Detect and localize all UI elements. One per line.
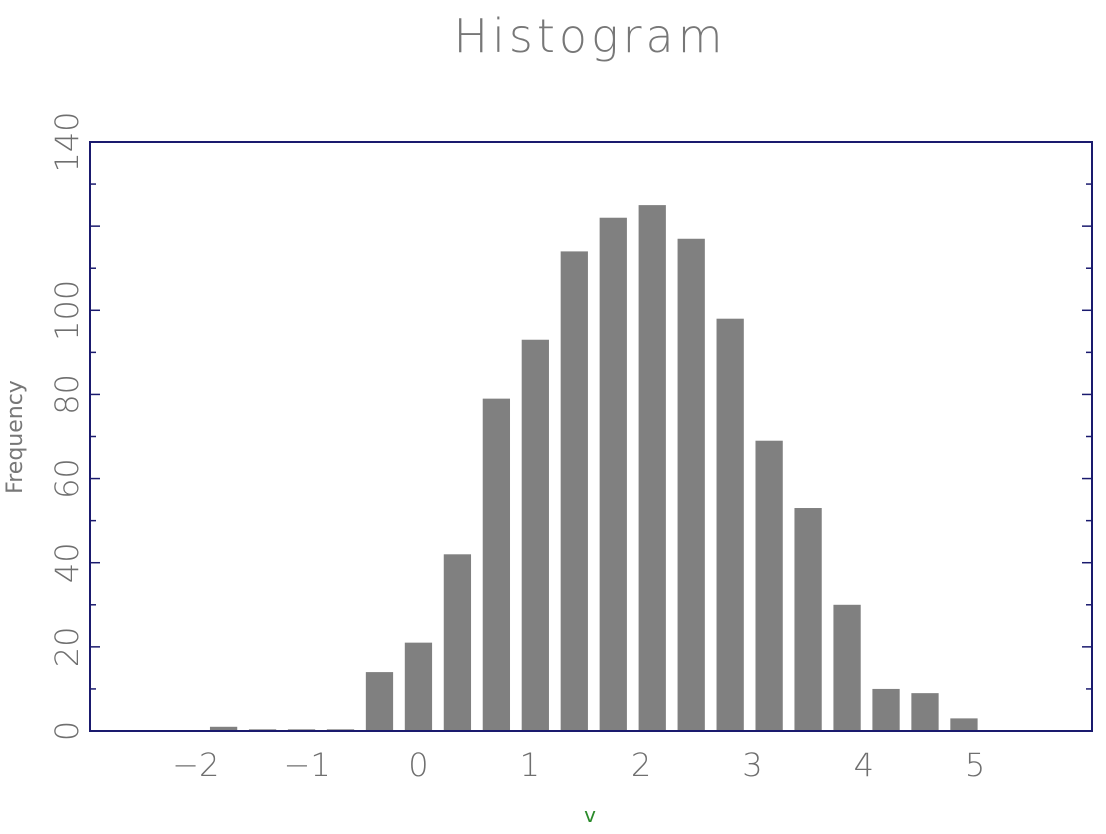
histogram-bar-0 xyxy=(209,726,238,731)
x-tick-label-1: 1 xyxy=(520,746,540,784)
histogram-bar-6 xyxy=(443,554,472,731)
histogram-bar-8 xyxy=(521,339,549,731)
x-tick-label--2: −2 xyxy=(172,746,219,784)
y-tick-label-20: 20 xyxy=(48,627,86,668)
y-tick-label-40: 40 xyxy=(48,542,86,583)
y-tick-label-60: 60 xyxy=(48,458,86,499)
histogram-bar-12 xyxy=(677,238,705,731)
histogram-bar-13 xyxy=(716,318,744,731)
x-tick-label-3: 3 xyxy=(742,746,762,784)
y-tick-label-0: 0 xyxy=(48,721,86,741)
histogram-bar-10 xyxy=(599,217,627,732)
histogram-bar-17 xyxy=(872,688,900,731)
x-tick-label--1: −1 xyxy=(284,746,331,784)
x-tick-label-4: 4 xyxy=(854,746,874,784)
x-tick-labels: −2 −1 0 1 2 3 4 5 xyxy=(172,746,985,784)
y-tick-label-80: 80 xyxy=(48,374,86,415)
histogram-bar-19 xyxy=(950,718,978,731)
y-tick-label-140: 140 xyxy=(48,111,86,172)
histogram-bar-11 xyxy=(638,205,666,732)
ticks-group xyxy=(90,183,1092,690)
histogram-bar-18 xyxy=(911,693,939,731)
x-tick-label-0: 0 xyxy=(408,746,428,784)
plot-frame xyxy=(89,141,1093,732)
x-tick-label-2: 2 xyxy=(631,746,651,784)
histogram-bar-7 xyxy=(482,398,511,731)
histogram-bar-14 xyxy=(755,440,783,731)
y-axis-label: Frequency xyxy=(3,380,28,494)
histogram-bar-4 xyxy=(365,672,394,731)
histogram-bar-15 xyxy=(794,508,822,731)
y-tick-label-100: 100 xyxy=(48,280,86,341)
histogram-bar-5 xyxy=(404,642,433,731)
x-tick-label-5: 5 xyxy=(965,746,985,784)
x-axis-label: v xyxy=(584,803,596,827)
histogram-bar-16 xyxy=(833,604,861,731)
bars-group xyxy=(209,205,978,732)
histogram-bar-9 xyxy=(560,251,588,731)
chart-title: Histogram xyxy=(453,9,726,63)
y-tick-labels: 0 20 40 60 80 100 140 xyxy=(48,111,86,741)
